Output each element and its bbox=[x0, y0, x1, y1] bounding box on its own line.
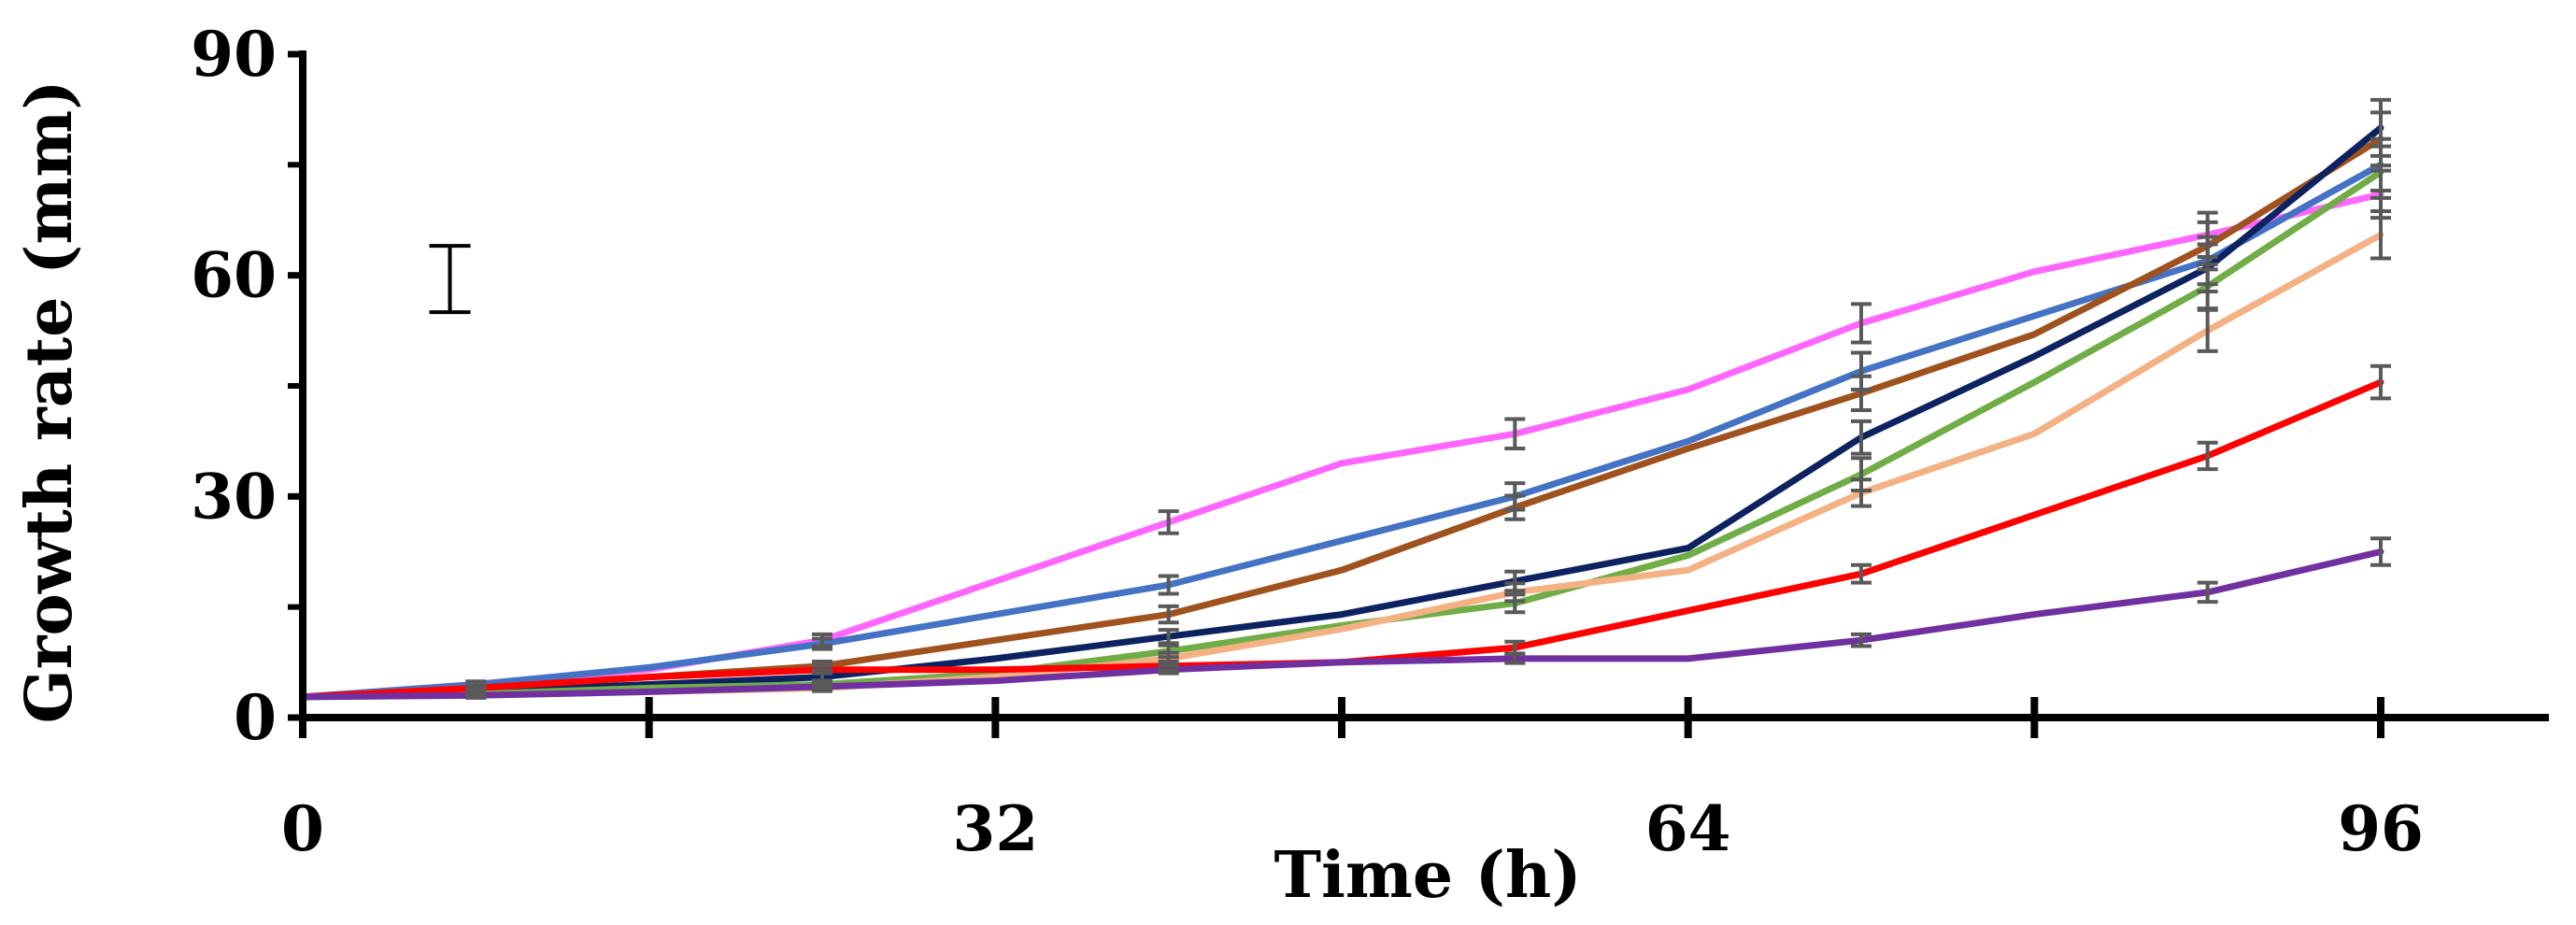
y-tick-label-0: 0 bbox=[234, 681, 277, 754]
y-tick-label-90: 90 bbox=[191, 18, 277, 91]
error-bar-s7-p3 bbox=[812, 663, 833, 676]
error-bar-s7-p11 bbox=[2197, 440, 2218, 472]
series-line-5 bbox=[299, 168, 2384, 701]
error-bar-s8-p11 bbox=[2197, 580, 2218, 605]
series-line-4 bbox=[299, 124, 2384, 701]
error-bars-layer bbox=[465, 97, 2391, 700]
error-bar-s4-p5 bbox=[1158, 628, 1179, 646]
error-bar-s6-p7 bbox=[1504, 581, 1526, 604]
error-bar-s6-p9 bbox=[1851, 477, 1872, 508]
error-bar-s8-p7 bbox=[1504, 652, 1526, 665]
series-line-2 bbox=[299, 161, 2384, 701]
error-bar-s1-p7 bbox=[1504, 417, 1526, 451]
x-tick-label-32: 32 bbox=[952, 792, 1038, 865]
y-tick-label-30: 30 bbox=[191, 460, 277, 533]
error-bar-s1-p5 bbox=[1158, 509, 1179, 535]
error-bar-s8-p9 bbox=[1851, 632, 1872, 648]
legend-layer bbox=[429, 244, 471, 315]
series-line-8 bbox=[299, 548, 2384, 701]
error-bar-s6-p11 bbox=[2197, 307, 2218, 353]
x-tick-label-96: 96 bbox=[2338, 792, 2424, 865]
error-bar-s8-p1 bbox=[465, 690, 487, 700]
error-bar-s3-p5 bbox=[1158, 604, 1179, 625]
error-bar-s2-p3 bbox=[812, 636, 833, 651]
series-line-1 bbox=[299, 191, 2384, 701]
error-bar-s1-p9 bbox=[1851, 302, 1872, 345]
series-layer bbox=[299, 124, 2384, 701]
error-bar-s7-p1 bbox=[465, 684, 487, 692]
error-bar-s7-p12 bbox=[2370, 363, 2391, 401]
y-axis-title: Growth rate (mm) bbox=[12, 80, 87, 724]
x-tick-label-64: 64 bbox=[1645, 792, 1731, 865]
y-tick-label-60: 60 bbox=[191, 239, 277, 312]
error-bar-s8-p5 bbox=[1158, 663, 1179, 676]
error-bar-s2-p5 bbox=[1158, 574, 1179, 596]
error-bar-s4-p9 bbox=[1851, 419, 1872, 456]
error-bar-s5-p12 bbox=[2370, 144, 2391, 200]
error-bar-s3-p9 bbox=[1851, 374, 1872, 413]
error-bar-s8-p12 bbox=[2370, 536, 2391, 567]
error-bar-s7-p9 bbox=[1851, 562, 1872, 585]
error-bar-s3-p7 bbox=[1504, 493, 1526, 521]
error-bar-s6-p12 bbox=[2370, 209, 2391, 261]
x-axis-title: Time (h) bbox=[1274, 838, 1581, 913]
x-tick-label-0: 0 bbox=[281, 792, 324, 865]
error-bar-s8-p3 bbox=[812, 682, 833, 691]
axes-layer: 0 30 60 90 0 32 64 96 bbox=[191, 18, 2549, 865]
